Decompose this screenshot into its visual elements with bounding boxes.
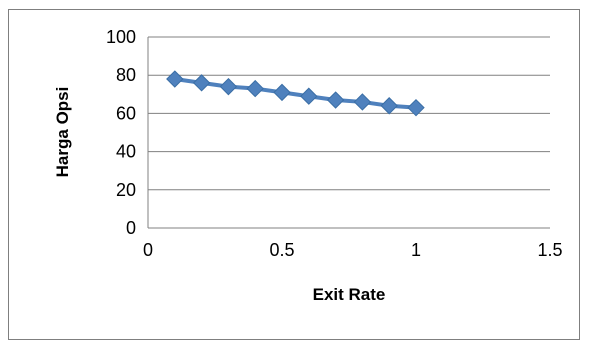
- series-line: [174, 77, 417, 110]
- y-tick-label: 60: [116, 103, 136, 123]
- y-tick-label: 20: [116, 180, 136, 200]
- y-tick-label: 80: [116, 65, 136, 85]
- y-tick-label: 100: [106, 27, 136, 47]
- data-point-marker: [273, 83, 291, 102]
- data-point-marker: [192, 74, 211, 92]
- data-point-marker: [246, 79, 264, 98]
- y-axis-title: Harga Opsi: [53, 87, 72, 178]
- x-tick-label: 0.5: [269, 240, 294, 260]
- y-tick-label: 0: [126, 218, 136, 238]
- x-tick-label: 1: [411, 240, 421, 260]
- data-point-marker: [380, 97, 398, 115]
- y-tick-labels: 0 20 40 60 80 100: [106, 27, 136, 238]
- x-tick-labels: 0 0.5 1 1.5: [143, 240, 563, 260]
- data-point-marker: [353, 93, 372, 111]
- data-point-marker: [326, 91, 345, 109]
- data-point-marker: [407, 98, 425, 117]
- x-tick-label: 1.5: [537, 240, 562, 260]
- x-axis-title: Exit Rate: [313, 285, 386, 304]
- y-tick-label: 40: [116, 142, 136, 162]
- data-point-marker: [166, 70, 184, 88]
- data-point-marker: [219, 77, 238, 96]
- series-layer: [166, 70, 425, 117]
- data-point-marker: [300, 87, 318, 105]
- x-tick-label: 0: [143, 240, 153, 260]
- gridlines: [147, 36, 550, 229]
- chart-frame: [8, 9, 580, 340]
